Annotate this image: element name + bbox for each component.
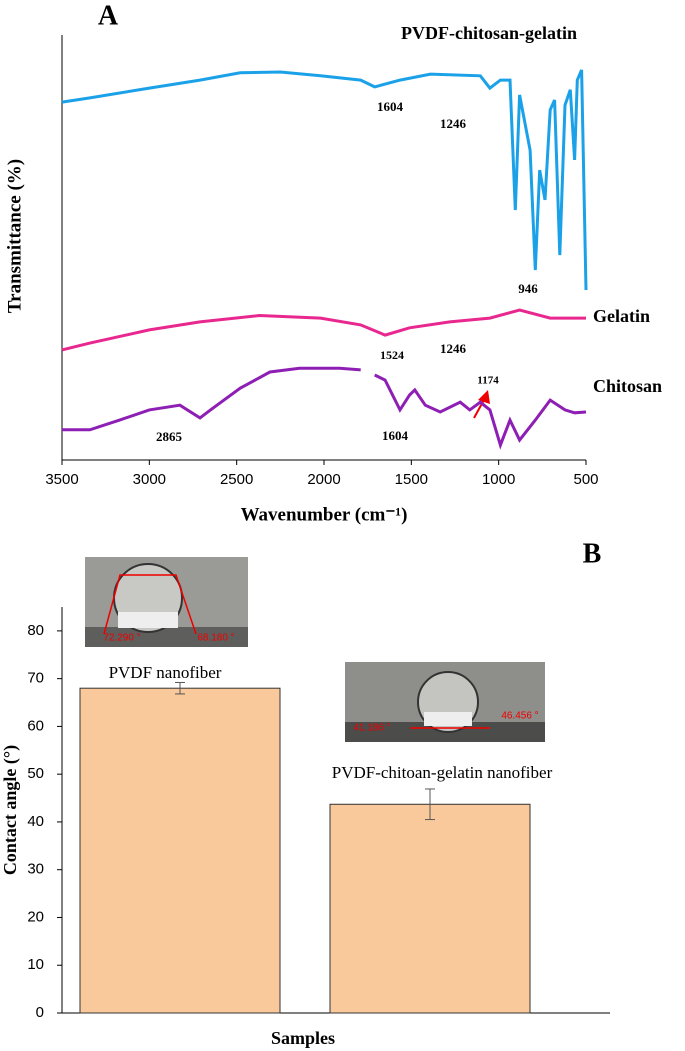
peak-label: 946 <box>518 281 538 296</box>
y-tick-label: 30 <box>27 861 44 878</box>
angle-label: 41.186 ° <box>353 723 390 734</box>
x-tick-label: 2500 <box>220 471 253 488</box>
peak-label: 1524 <box>380 348 404 362</box>
y-tick-label: 70 <box>27 670 44 687</box>
x-tick-label: 1000 <box>482 471 515 488</box>
y-tick-label: 0 <box>36 1004 44 1021</box>
x-tick-label: 3500 <box>45 471 78 488</box>
y-tick-label: 50 <box>27 765 44 782</box>
peak-label: 2865 <box>156 429 183 444</box>
x-axis-title: Wavenumber (cm⁻¹) <box>241 504 408 525</box>
panel-label: B <box>583 538 602 569</box>
arrow-head <box>478 390 490 404</box>
y-axis-title: Contact angle (°) <box>0 745 21 875</box>
peak-label: 1174 <box>477 375 499 387</box>
peak-label: 1604 <box>382 428 409 443</box>
peak-label: 1604 <box>377 99 404 114</box>
bar <box>79 687 281 1014</box>
panel-label: A <box>98 0 119 31</box>
series-label: PVDF-chitosan-gelatin <box>401 23 577 43</box>
peak-label: 1246 <box>440 116 467 131</box>
angle-label: 46.456 ° <box>501 711 538 722</box>
series-label: Gelatin <box>593 306 650 326</box>
x-tick-label: 500 <box>573 471 598 488</box>
x-axis-title: Samples <box>271 1028 335 1048</box>
spectrum-line <box>61 69 588 291</box>
category-label: PVDF-chitoan-gelatin nanofiber <box>332 763 553 782</box>
y-axis-title: Transmittance (%) <box>4 159 25 313</box>
series-label: Chitosan <box>593 376 662 396</box>
angle-label: 68.180 ° <box>197 633 234 644</box>
bar <box>329 803 531 1014</box>
x-tick-label: 3000 <box>133 471 166 488</box>
y-tick-label: 60 <box>27 717 44 734</box>
angle-label: 72.290 ° <box>103 633 140 644</box>
spectrum-line <box>61 308 586 352</box>
y-tick-label: 20 <box>27 908 44 925</box>
photo <box>85 557 248 647</box>
peak-label: 1246 <box>440 341 467 356</box>
y-tick-label: 40 <box>27 813 44 830</box>
x-tick-label: 1500 <box>395 471 428 488</box>
category-label: PVDF nanofiber <box>109 663 222 682</box>
y-tick-label: 80 <box>27 622 44 639</box>
photo <box>345 662 545 742</box>
x-tick-label: 2000 <box>307 471 340 488</box>
spectrum-line <box>62 366 587 450</box>
y-tick-label: 10 <box>27 956 44 973</box>
